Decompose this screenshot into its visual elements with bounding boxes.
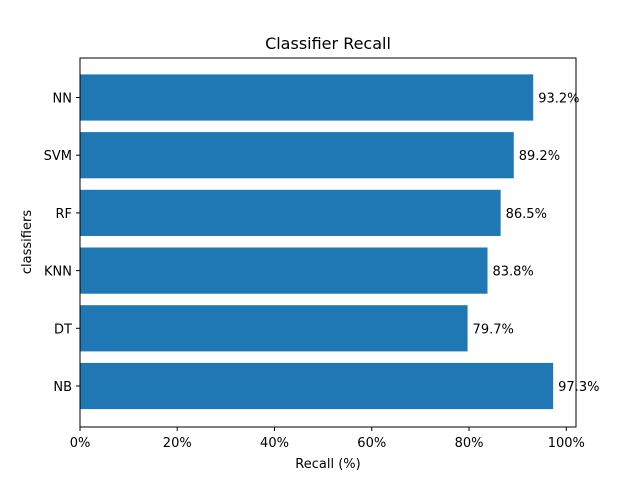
bar-knn xyxy=(80,247,488,294)
chart-title: Classifier Recall xyxy=(265,34,391,53)
data-label-nb: 97.3% xyxy=(558,380,599,395)
y-tick-label-nb: NB xyxy=(53,380,72,395)
data-labels-layer: 93.2% 89.2% 86.5% 83.8% 79.7% 97.3% xyxy=(473,92,600,396)
bar-rf xyxy=(80,189,501,236)
plot-frame xyxy=(79,57,577,428)
x-tick-label-20: 20% xyxy=(163,436,192,451)
data-label-dt: 79.7% xyxy=(473,322,514,337)
y-tick-label-knn: KNN xyxy=(44,265,72,280)
bar-nn xyxy=(80,74,534,121)
data-label-nn: 93.2% xyxy=(538,92,579,107)
x-tick-label-0: 0% xyxy=(70,436,91,451)
bar-nb xyxy=(80,362,554,410)
data-label-svm: 89.2% xyxy=(519,149,560,164)
data-label-rf: 86.5% xyxy=(506,207,547,222)
x-axis-label: Recall (%) xyxy=(295,457,360,472)
y-axis-label: classifiers xyxy=(20,210,35,274)
bar-svm xyxy=(80,132,514,179)
x-tick-label-80: 80% xyxy=(455,436,484,451)
y-axis-ticks: NN SVM RF KNN DT NB xyxy=(44,92,80,395)
y-tick-label-svm: SVM xyxy=(44,149,72,164)
x-tick-label-100: 100% xyxy=(548,436,585,451)
y-tick-label-nn: NN xyxy=(53,92,72,107)
x-tick-label-60: 60% xyxy=(357,436,386,451)
y-tick-label-dt: DT xyxy=(54,322,72,337)
y-tick-label-rf: RF xyxy=(55,207,72,222)
bar-dt xyxy=(80,305,468,352)
bars-layer xyxy=(80,74,554,410)
x-tick-label-40: 40% xyxy=(260,436,289,451)
data-label-knn: 83.8% xyxy=(492,265,533,280)
x-axis-ticks: 0% 20% 40% 60% 80% 100% xyxy=(70,427,585,451)
